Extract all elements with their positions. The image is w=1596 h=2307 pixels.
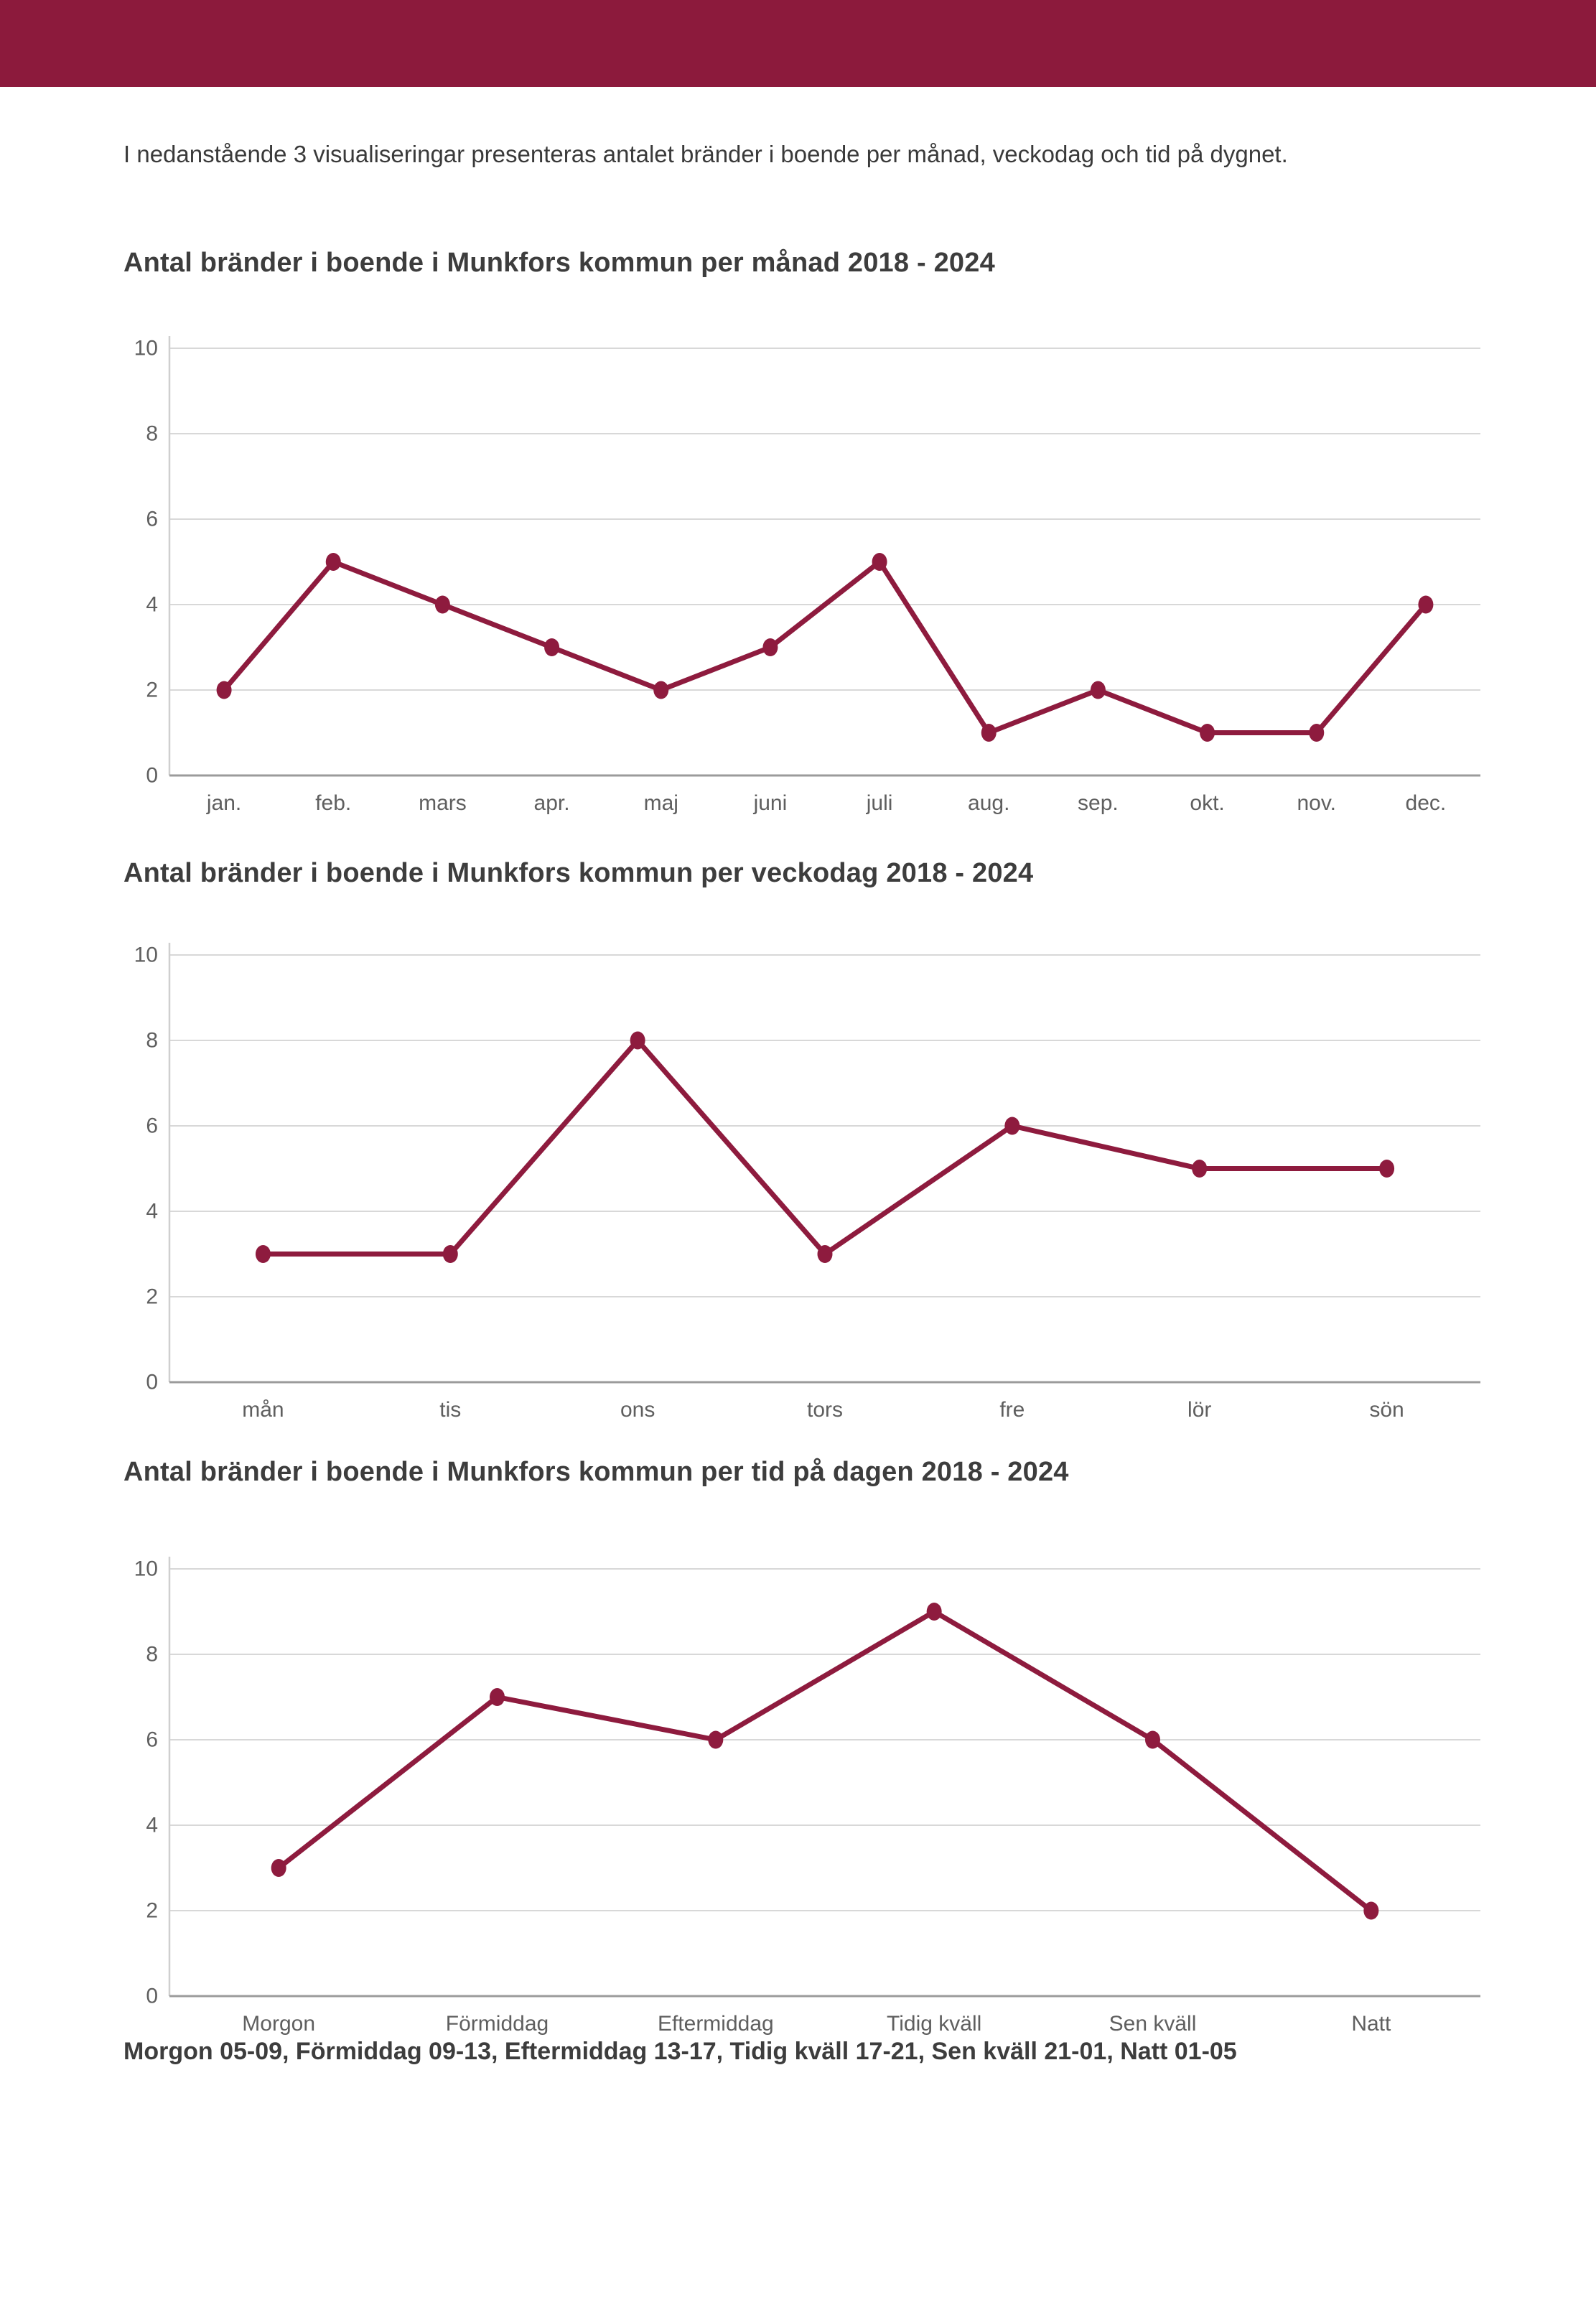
x-tick-label: sep.: [1078, 791, 1119, 815]
data-point: [926, 1603, 942, 1621]
data-point: [1379, 1160, 1395, 1178]
y-tick-label: 10: [134, 943, 158, 967]
x-tick-label: okt.: [1190, 791, 1224, 815]
data-point: [981, 724, 997, 742]
data-point: [325, 553, 341, 571]
header-bar: [0, 0, 1596, 87]
y-tick-label: 0: [146, 764, 158, 788]
x-tick-label: Tidig kväll: [887, 2012, 981, 2036]
data-point: [817, 1245, 833, 1263]
y-tick-label: 8: [146, 422, 158, 446]
x-tick-label: juni: [753, 791, 788, 815]
data-point: [1363, 1901, 1379, 1920]
y-tick-label: 10: [134, 337, 158, 360]
trend-line: [221, 559, 1429, 735]
x-tick-label: feb.: [315, 791, 351, 815]
x-tick-label: Morgon: [242, 2012, 315, 2036]
x-tick-label: maj: [644, 791, 678, 815]
y-tick-label: 4: [146, 1814, 158, 1837]
x-tick-label: mån: [242, 1398, 284, 1422]
x-tick-label: tors: [807, 1398, 843, 1422]
data-point: [1418, 595, 1434, 614]
data-point: [271, 1859, 286, 1877]
data-point: [1309, 724, 1325, 742]
chart-title-weekday: Antal bränder i boende i Munkfors kommun…: [123, 858, 1034, 888]
data-point: [255, 1245, 271, 1263]
data-point: [1192, 1160, 1208, 1178]
x-tick-label: Förmiddag: [446, 2012, 549, 2036]
data-point: [630, 1031, 645, 1050]
monthly-line-chart: 0 2 4 6 8 10 jan. feb. mars apr. maj juni juli aug. se…: [134, 336, 1480, 815]
y-tick-label: 0: [146, 1371, 158, 1394]
data-point: [1090, 681, 1106, 699]
time-of-day-line-chart: 0 2 4 6 8 10 Morgon Förmiddag Eftermiddag Tidig k…: [134, 1557, 1480, 2036]
weekday-line-chart: 0 2 4 6 8 10 mån tis ons tors fre lör sön: [134, 943, 1480, 1422]
x-tick-label: Sen kväll: [1109, 2012, 1197, 2036]
y-tick-label: 8: [146, 1643, 158, 1667]
y-tick-label: 2: [146, 679, 158, 702]
x-tick-label: mars: [419, 791, 467, 815]
x-tick-label: sön: [1369, 1398, 1404, 1422]
trend-line: [276, 1609, 1374, 1914]
data-point: [708, 1730, 724, 1749]
x-tick-label: dec.: [1406, 791, 1447, 815]
time-ranges-footnote: Morgon 05-09, Förmiddag 09-13, Eftermidd…: [123, 2038, 1237, 2065]
y-tick-label: 6: [146, 508, 158, 531]
y-tick-label: 8: [146, 1029, 158, 1053]
chart-title-monthly: Antal bränder i boende i Munkfors kommun…: [123, 248, 995, 278]
x-tick-label: nov.: [1297, 791, 1336, 815]
y-tick-label: 4: [146, 1200, 158, 1224]
x-tick-label: lör: [1187, 1398, 1211, 1422]
x-tick-label: juli: [866, 791, 893, 815]
data-point: [1145, 1730, 1160, 1749]
data-point: [1004, 1117, 1020, 1135]
y-tick-label: 2: [146, 1899, 158, 1923]
chart-title-time-of-day: Antal bränder i boende i Munkfors kommun…: [123, 1457, 1069, 1487]
data-point: [544, 638, 560, 656]
x-tick-label: ons: [620, 1398, 655, 1422]
y-tick-label: 6: [146, 1114, 158, 1138]
intro-text: I nedanstående 3 visualiseringar present…: [123, 141, 1288, 167]
x-tick-label: Eftermiddag: [658, 2012, 774, 2036]
data-point: [490, 1688, 505, 1706]
x-tick-label: fre: [999, 1398, 1025, 1422]
y-tick-label: 10: [134, 1557, 158, 1581]
data-point: [762, 638, 778, 656]
data-point: [434, 595, 450, 614]
x-tick-label: jan.: [206, 791, 241, 815]
y-tick-label: 6: [146, 1728, 158, 1752]
trend-line: [260, 1038, 1390, 1257]
data-point: [442, 1245, 458, 1263]
data-point: [653, 681, 669, 699]
y-tick-label: 2: [146, 1285, 158, 1309]
x-tick-label: aug.: [968, 791, 1009, 815]
data-point: [216, 681, 232, 699]
data-point: [872, 553, 887, 571]
y-tick-label: 4: [146, 593, 158, 617]
x-tick-label: apr.: [534, 791, 570, 815]
y-tick-label: 0: [146, 1985, 158, 2008]
data-point: [1200, 724, 1215, 742]
x-tick-label: tis: [439, 1398, 461, 1422]
x-tick-label: Natt: [1351, 2012, 1391, 2036]
